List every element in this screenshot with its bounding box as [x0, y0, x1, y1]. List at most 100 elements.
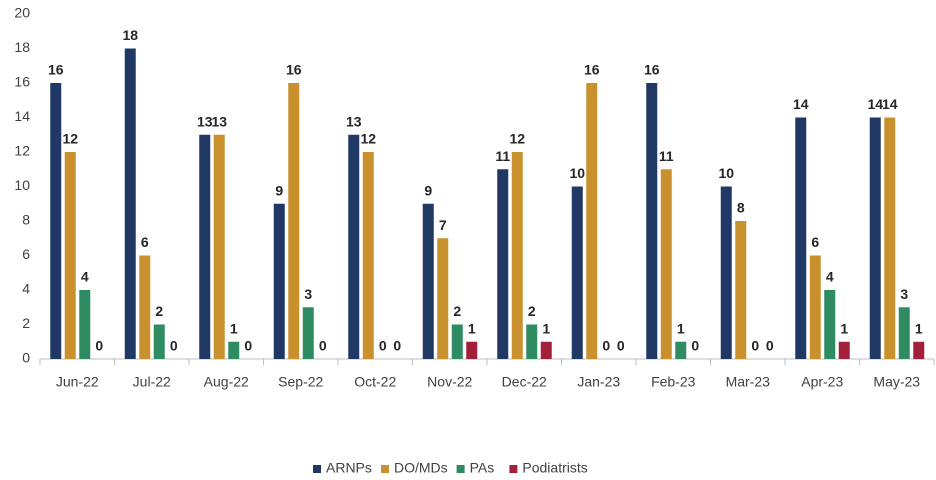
y-tick-label: 12 — [14, 143, 30, 159]
bar — [586, 83, 598, 359]
value-label: 13 — [346, 113, 362, 129]
x-tick-label: Jan-23 — [577, 374, 620, 390]
x-tick-label: Mar-23 — [726, 374, 771, 390]
legend-swatch — [456, 465, 465, 473]
bar — [139, 255, 151, 359]
bar — [79, 290, 91, 359]
value-label: 2 — [453, 303, 461, 319]
y-tick-label: 6 — [22, 246, 30, 262]
bar — [199, 134, 211, 359]
y-tick-label: 10 — [14, 177, 30, 193]
value-label: 1 — [230, 320, 238, 336]
legend-label: DO/MDs — [394, 460, 448, 476]
value-label: 11 — [659, 148, 674, 164]
value-label: 14 — [882, 96, 898, 112]
x-tick-label: Sep-22 — [278, 374, 323, 390]
legend-label: ARNPs — [326, 460, 372, 476]
value-label: 16 — [286, 62, 302, 78]
value-label: 0 — [95, 338, 103, 354]
x-tick-label: Feb-23 — [651, 374, 696, 390]
bar — [720, 186, 732, 359]
bar — [288, 83, 300, 359]
x-tick-label: Nov-22 — [427, 374, 472, 390]
value-label: 13 — [211, 113, 227, 129]
bar — [898, 307, 910, 359]
bar — [213, 134, 225, 359]
legend-label: PAs — [470, 460, 495, 476]
x-tick-label: Jun-22 — [56, 374, 99, 390]
value-label: 2 — [528, 303, 536, 319]
value-label: 18 — [122, 27, 138, 43]
bar — [124, 48, 136, 359]
value-label: 16 — [644, 62, 660, 78]
value-label: 0 — [244, 338, 252, 354]
value-label: 12 — [62, 131, 78, 147]
bar — [153, 324, 165, 359]
value-label: 1 — [915, 320, 923, 336]
value-label: 9 — [275, 182, 283, 198]
value-label: 3 — [304, 286, 312, 302]
value-label: 0 — [602, 338, 610, 354]
bar — [838, 341, 850, 359]
bar — [348, 134, 360, 359]
value-label: 8 — [737, 200, 745, 216]
legend-swatch — [381, 465, 389, 473]
value-label: 1 — [542, 320, 550, 336]
y-tick-label: 0 — [22, 350, 30, 366]
value-label: 0 — [766, 338, 774, 354]
bar — [675, 341, 687, 359]
value-label: 10 — [718, 165, 734, 181]
value-label: 1 — [468, 320, 476, 336]
bar — [526, 324, 538, 359]
value-label: 0 — [393, 338, 401, 354]
value-label: 14 — [867, 96, 883, 112]
y-tick-label: 14 — [14, 108, 30, 124]
value-label: 14 — [793, 96, 809, 112]
legend-swatch — [313, 465, 321, 473]
value-label: 12 — [360, 131, 376, 147]
bar — [869, 117, 881, 359]
x-tick-label: Oct-22 — [354, 374, 396, 390]
value-label: 2 — [155, 303, 163, 319]
value-label: 13 — [197, 113, 213, 129]
x-tick-label: Jul-22 — [133, 374, 171, 390]
value-label: 12 — [509, 131, 525, 147]
x-tick-label: Aug-22 — [204, 374, 249, 390]
x-tick-label: Dec-22 — [502, 374, 547, 390]
bar — [497, 169, 509, 359]
bar — [540, 341, 552, 359]
bar — [571, 186, 583, 359]
y-tick-label: 16 — [14, 74, 30, 90]
bar — [660, 169, 672, 359]
bar — [64, 152, 76, 359]
bar — [302, 307, 314, 359]
bar — [913, 341, 925, 359]
value-label: 0 — [379, 338, 387, 354]
bar — [735, 221, 747, 359]
legend-label: Podiatrists — [522, 460, 587, 476]
value-label: 3 — [900, 286, 908, 302]
value-label: 16 — [48, 62, 64, 78]
y-tick-label: 8 — [22, 212, 30, 228]
x-tick-label: May-23 — [873, 374, 920, 390]
legend-swatch — [509, 465, 518, 473]
y-tick-label: 18 — [14, 39, 30, 55]
bar — [362, 152, 374, 359]
x-tick-label: Apr-23 — [801, 374, 843, 390]
value-label: 6 — [141, 234, 149, 250]
bar — [50, 83, 62, 359]
bar — [511, 152, 523, 359]
value-label: 16 — [584, 62, 600, 78]
value-label: 4 — [81, 269, 89, 285]
bar — [884, 117, 896, 359]
value-label: 0 — [170, 338, 178, 354]
bar — [824, 290, 836, 359]
value-label: 1 — [840, 320, 848, 336]
bar — [466, 341, 478, 359]
value-label: 7 — [439, 217, 447, 233]
value-label: 0 — [691, 338, 699, 354]
bar — [273, 203, 285, 359]
bar — [437, 238, 449, 359]
value-label: 0 — [319, 338, 327, 354]
